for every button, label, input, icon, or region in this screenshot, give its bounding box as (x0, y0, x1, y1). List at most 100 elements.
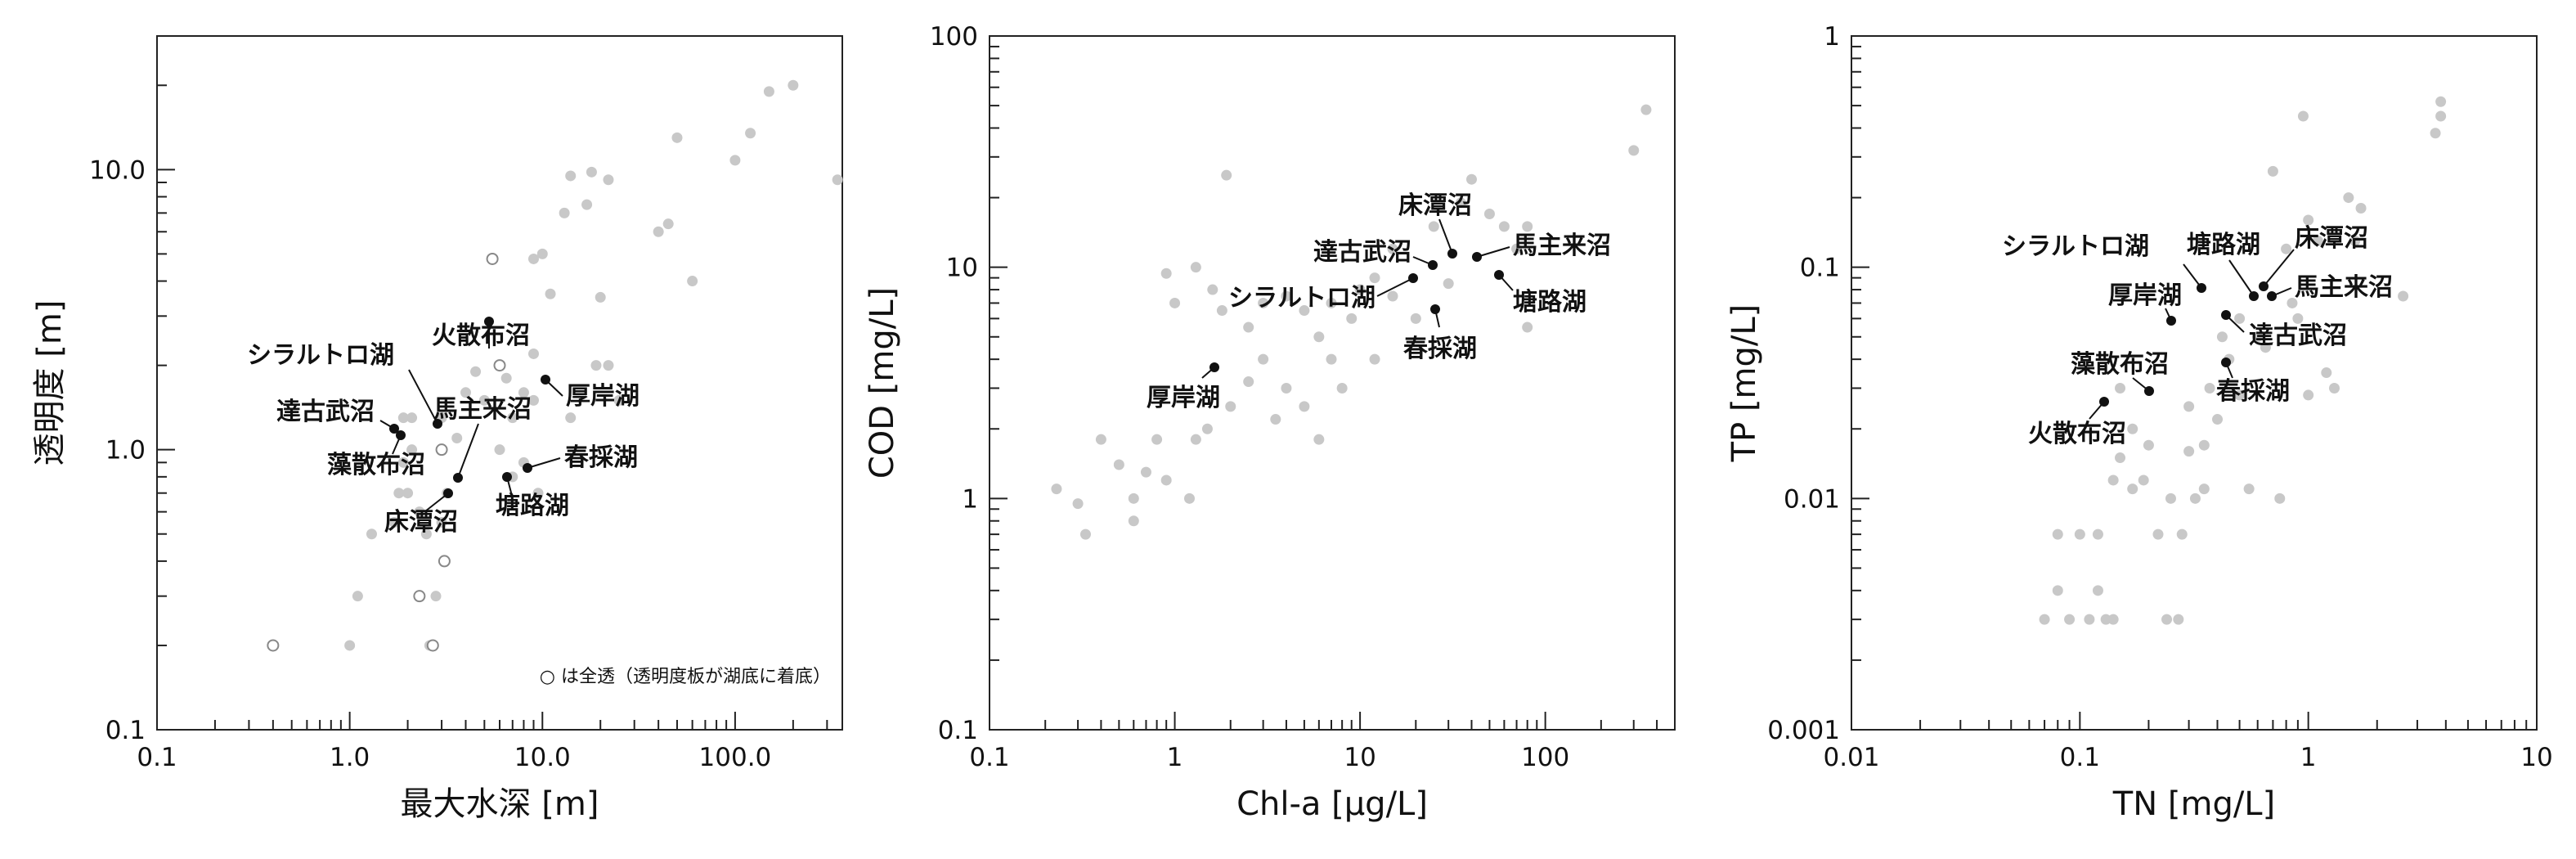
data-point (1299, 401, 1310, 412)
chart-transparency-vs-depth: 0.1 1.0 10.0 100.0 0.1 1.0 10.0 最大水深 [m] 透明度 [m]… (31, 35, 843, 823)
leader-line (1438, 218, 1453, 254)
highlight-point (541, 375, 550, 385)
data-point (1151, 434, 1163, 445)
data-point (2107, 614, 2119, 625)
data-point (729, 155, 741, 166)
data-point (507, 412, 518, 424)
lake-label: 床潭沼 (2295, 224, 2368, 253)
lake-label: 塘路湖 (2187, 231, 2260, 259)
data-point (671, 132, 683, 143)
highlight-point (1430, 304, 1440, 314)
data-point (2052, 585, 2063, 596)
data-point (406, 444, 418, 456)
data-point (2398, 290, 2409, 302)
data-point (2355, 203, 2367, 214)
open-data-point (426, 639, 439, 652)
y-axis-title: 透明度 [m] (31, 300, 69, 466)
data-point (1354, 284, 1366, 295)
highlight-point (2144, 386, 2154, 396)
leader-line (527, 457, 561, 469)
data-point (527, 253, 539, 264)
data-point (1640, 104, 1652, 115)
data-point (763, 86, 774, 97)
highlight-point (433, 419, 442, 429)
y-axis-title: COD [mg/L] (864, 287, 901, 479)
data-point (2143, 439, 2154, 451)
data-point (518, 387, 529, 398)
data-point (1221, 169, 1232, 181)
y-axis-title: TP [mg/L] (1726, 304, 1763, 463)
data-point (460, 387, 472, 398)
highlight-point (389, 424, 399, 434)
data-point (1243, 322, 1254, 333)
data-point (2343, 192, 2354, 204)
data-point (2115, 452, 2126, 464)
data-point (2204, 382, 2215, 394)
highlight-point (523, 463, 532, 473)
highlight-point (443, 488, 453, 498)
data-point (1522, 221, 1533, 232)
y-tick-label: 0.1 (1800, 254, 1840, 283)
data-point (1326, 353, 1337, 365)
data-point (603, 360, 614, 371)
data-point (2161, 614, 2173, 625)
x-tick-label: 0.1 (969, 743, 1009, 772)
data-point (1051, 483, 1062, 495)
data-point (745, 128, 756, 139)
highlight-point (1428, 260, 1438, 270)
lake-label: 馬主来沼 (433, 395, 532, 424)
data-point (1281, 382, 1292, 394)
lake-label: 厚岸湖 (2108, 281, 2182, 310)
data-point (2165, 492, 2176, 504)
highlight-point (2221, 310, 2231, 320)
data-point (1511, 243, 1523, 254)
data-point (1369, 272, 1380, 284)
data-point (2435, 110, 2447, 122)
plot-frame (989, 35, 1676, 731)
data-point (414, 506, 425, 518)
y-tick-label: 0.1 (938, 716, 978, 745)
highlight-point (1408, 273, 1418, 283)
data-point (1201, 423, 1213, 434)
lake-label: シラルトロ湖 (247, 341, 394, 370)
highlight-point (2166, 316, 2176, 326)
leader-line (408, 369, 438, 425)
data-point (1498, 221, 1510, 232)
data-point (559, 207, 570, 218)
x-tick-label: 1 (2300, 743, 2317, 772)
data-point (1140, 466, 1151, 478)
data-point (613, 394, 625, 406)
data-point (2321, 367, 2332, 379)
data-point (532, 488, 544, 499)
data-point (2303, 389, 2314, 401)
highlight-point (2267, 291, 2277, 301)
data-point (1207, 284, 1218, 295)
lake-label: 馬主来沼 (2295, 273, 2393, 302)
data-point (603, 174, 614, 186)
data-point (2152, 528, 2164, 540)
highlight-point (396, 430, 406, 440)
data-point (1522, 322, 1533, 333)
y-tick-label: 10.0 (89, 155, 146, 185)
lake-label: 達古武沼 (276, 398, 375, 426)
data-point (2349, 235, 2361, 246)
x-tick-label: 10 (2520, 743, 2552, 772)
data-point (1258, 297, 1269, 308)
highlight-point (484, 317, 494, 326)
data-point (1369, 353, 1380, 365)
data-point (2173, 614, 2184, 625)
data-point (494, 444, 505, 456)
data-point (2234, 313, 2246, 324)
data-point (2039, 614, 2050, 625)
data-point (1483, 209, 1495, 220)
data-point (2260, 342, 2271, 353)
data-point (2430, 128, 2441, 139)
data-point (586, 166, 597, 178)
x-tick-label: 0.1 (2060, 743, 2100, 772)
data-point (500, 372, 512, 384)
data-point (565, 412, 577, 424)
chart-cod-vs-chla: 0.1 1 10 100 0.1 1 10 100 Chl-a [μg/L] COD [mg/L]… (864, 22, 1676, 823)
data-point (402, 488, 414, 499)
leader-line (2263, 249, 2295, 287)
